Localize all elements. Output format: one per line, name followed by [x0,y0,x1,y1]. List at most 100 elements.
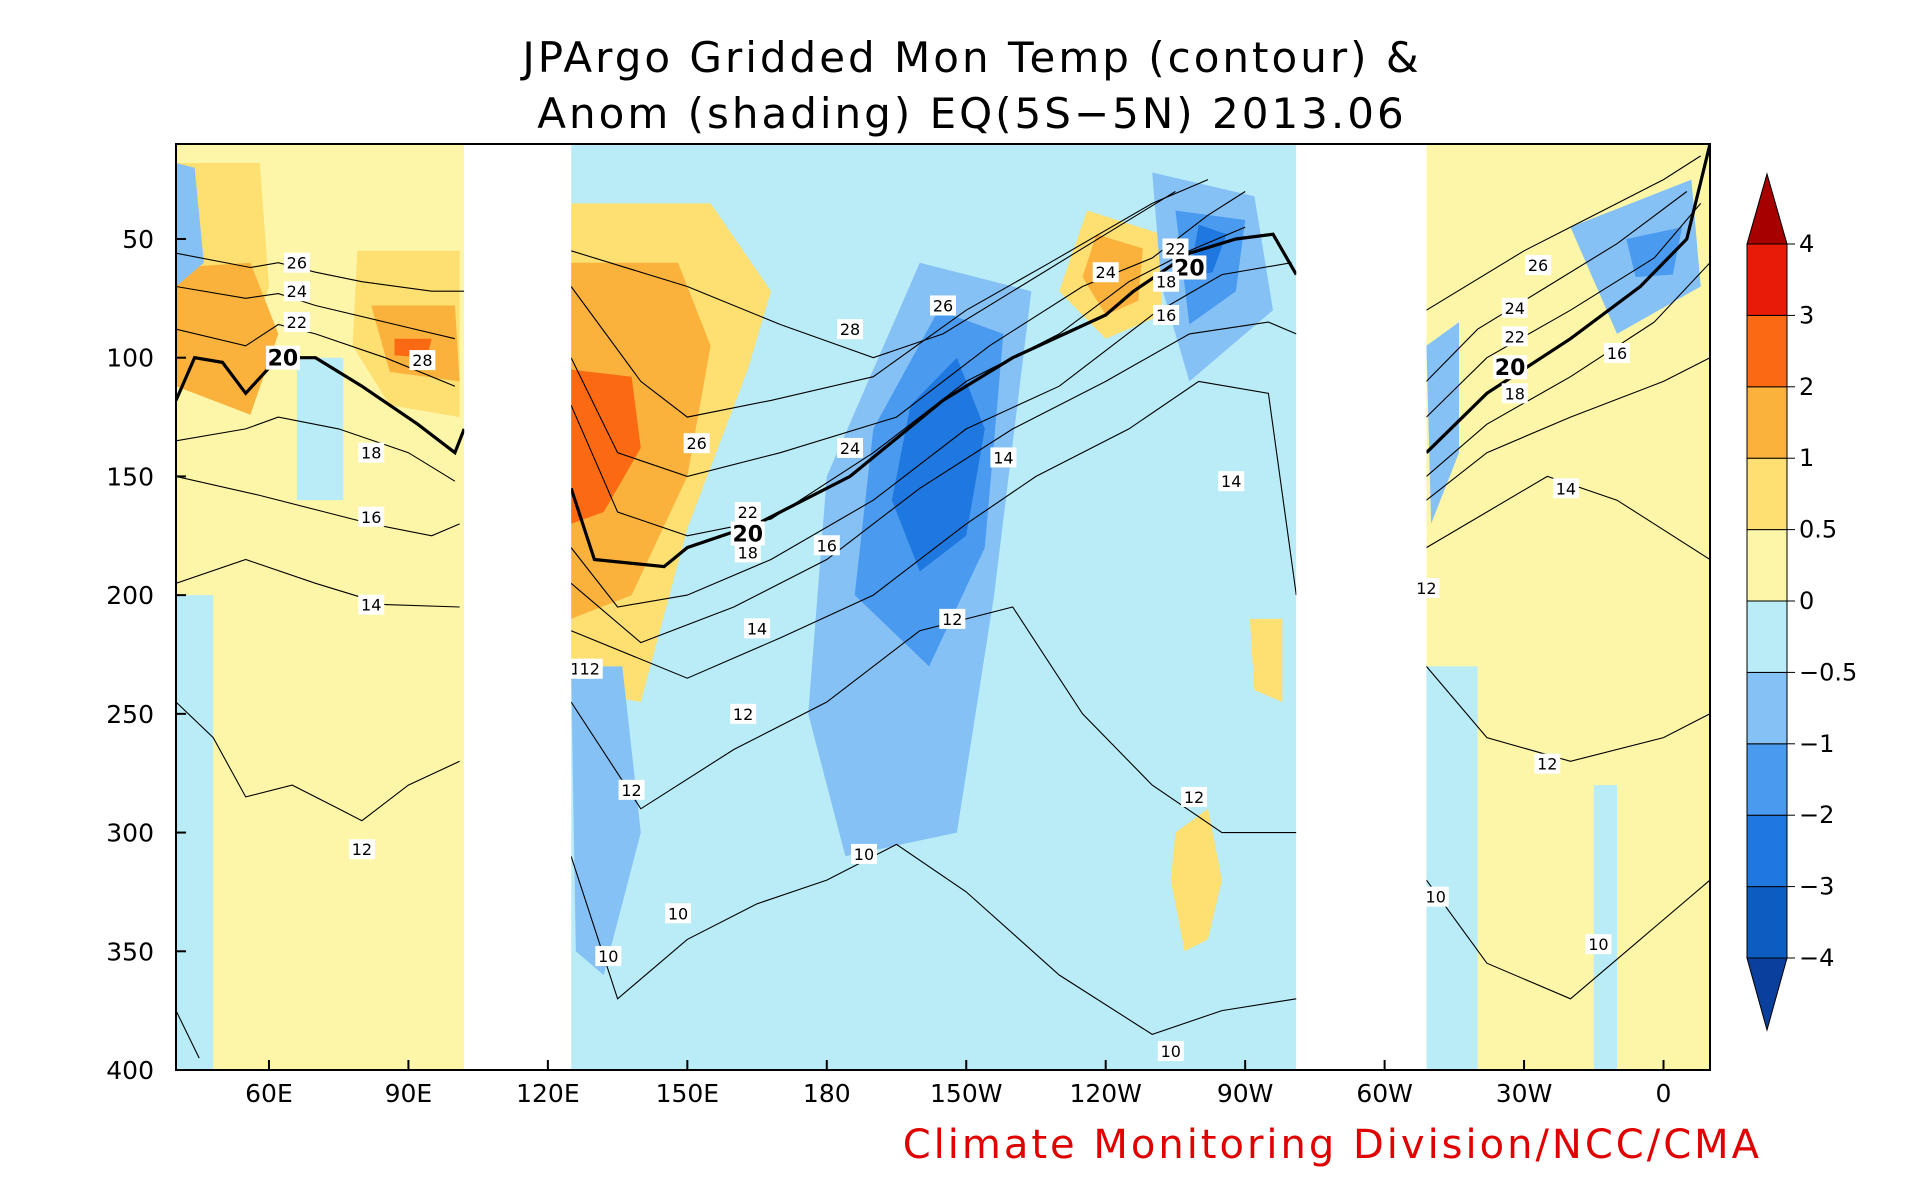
colorbar-label: −2 [1799,801,1834,829]
x-tick-label: 150W [930,1079,1002,1108]
anomaly-region-6 [571,262,711,619]
contour-24-seg-2 [1426,191,1688,382]
contour-24-seg-1 [570,191,1246,477]
contour-label-bg [576,658,603,679]
x-tick-label: 0 [1656,1079,1672,1108]
contour-label-18: 18 [738,543,758,562]
contour-label-bg [813,535,840,556]
chart-title-line-1: JPArgo Gridded Mon Temp (contour) & [519,33,1421,82]
x-tick-label: 90W [1217,1079,1274,1108]
x-tick-label: 150E [656,1079,720,1108]
contour-label-10: 10 [1161,1042,1181,1061]
contour-label-20: 20 [1495,356,1526,381]
contour-label-bg [850,843,877,864]
contour-12-seg-2 [1425,666,1710,762]
contour-label-bg [283,312,310,333]
y-tick-label: 100 [106,344,154,373]
contour-label-bg [734,542,761,563]
land-mask-layer [464,144,1427,1070]
contour-label-bg [744,618,771,639]
colorbar-label: 0 [1799,587,1814,615]
colorbar-swatch [1746,743,1788,816]
contour-18-seg-0 [176,416,456,482]
contour-18-seg-1 [570,262,1292,608]
anomaly-region-11 [1249,618,1283,702]
contour-28-seg-0 [570,191,1176,359]
colorbar-swatch [1746,600,1788,673]
contour-label-22: 22 [1165,239,1185,258]
contour-label-12: 12 [621,781,641,800]
contour-14-seg-0 [176,558,460,608]
contour-label-24: 24 [1505,299,1525,318]
contour-label-bg [348,839,375,860]
contour-label-bg [1181,786,1208,807]
colorbar-swatch [1746,243,1788,316]
contour-label-bg [618,779,645,800]
contour-label-bg [1413,578,1440,599]
ocean-base-patch [296,357,344,501]
x-tick-label: 30W [1496,1079,1553,1108]
contour-label-bg [358,506,385,527]
contour-label-bg [1585,934,1612,955]
colorbar-label: −1 [1799,730,1834,758]
contour-label-10: 10 [854,845,874,864]
contour-label-20: 20 [268,347,299,372]
contour-label-26: 26 [686,434,706,453]
contour-label-bg [730,521,765,546]
contour-label-20: 20 [1174,256,1205,281]
contour-10-seg-0 [176,1010,200,1059]
colorbar-swatch [1746,457,1788,531]
contour-label-10: 10 [668,904,688,923]
axes: 60E 90E 120E 150E 180 150W 120W 90W 60W 30W 0 50 100… [106,225,1671,1108]
contour-label-bg [734,502,761,523]
anomaly-region-14 [891,357,985,572]
contour-label-16: 16 [817,536,837,555]
contour-label-26: 26 [1528,256,1548,275]
contour-label-28: 28 [840,320,860,339]
contour-label-bg [1501,383,1528,404]
contour-12-seg-0 [176,701,460,822]
anomaly-region-7 [571,369,641,524]
colorbar-swatch [1746,671,1788,745]
contour-label-bg [683,433,710,454]
colorbar-label: −4 [1799,944,1834,972]
contour-label-26: 26 [933,296,953,315]
contour-26-seg-2 [1426,155,1701,311]
contour-label-bg [837,437,864,458]
contour-label-bg [930,295,956,316]
colorbar: −4 −3 −2 −1 −0.5 0 0.5 1 2 3 4 [1746,172,1857,1032]
contour-label-14: 14 [1556,479,1576,498]
x-tick-label: 120W [1069,1079,1141,1108]
contour-18-seg-2 [1426,262,1710,477]
contour-14-seg-1 [570,380,1297,679]
land-mask [1296,144,1427,1070]
contour-label-bg [1092,262,1119,283]
contour-26-seg-0 [176,252,465,292]
anomaly-region-1 [176,262,279,415]
chart-title-line-2: Anom (shading) EQ(5S−5N) 2013.06 [537,89,1406,138]
contour-label-12: 12 [580,660,600,679]
contour-label-24: 24 [840,439,860,458]
contour-label-bg [1493,355,1528,380]
contour-10-seg-2 [1425,879,1710,1000]
contour-label-14: 14 [1221,472,1241,491]
contour-label-bg [409,350,436,371]
contour-label-bg [1552,478,1579,499]
contour-label-bg [1501,326,1528,347]
contour-label-bg [265,345,300,370]
colorbar-swatch [1746,814,1788,888]
anomaly-region-20 [1626,227,1683,277]
y-tick-label: 300 [106,819,154,848]
contour-label-bg [1525,255,1552,276]
x-tick-label: 120E [516,1079,580,1108]
contour-label-bg [283,252,310,273]
contour-label-22: 22 [1505,327,1525,346]
ocean-base-patch [1426,666,1478,1070]
contour-label-bg [1218,471,1245,492]
contour-label-22: 22 [287,313,307,332]
contour-label-bg [358,594,385,615]
colorbar-label: −0.5 [1799,658,1857,686]
x-tick-label: 180 [803,1079,851,1108]
y-tick-label: 250 [106,700,154,729]
contour-label-16: 16 [1607,344,1627,363]
